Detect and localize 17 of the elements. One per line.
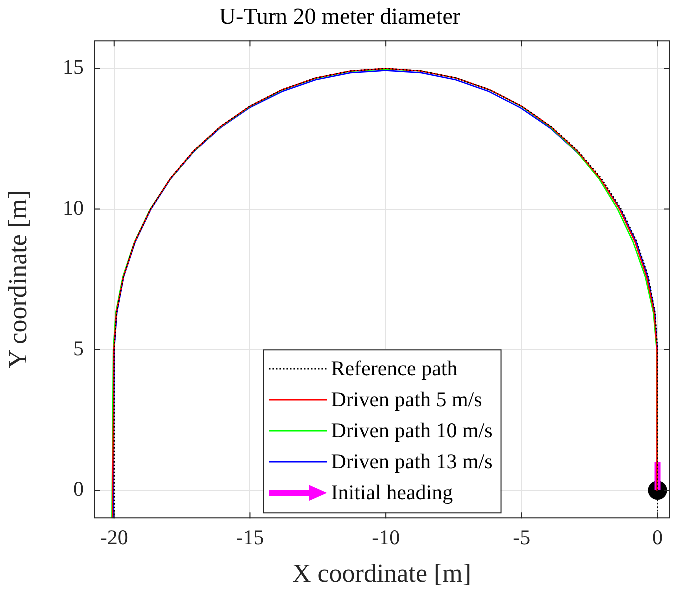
y-tick-label: 15 (63, 55, 84, 80)
x-tick-label: -20 (100, 526, 128, 550)
y-axis-title: Y coordinate [m] (3, 190, 32, 369)
y-tick-label: 5 (74, 336, 84, 360)
legend-label: Initial heading (331, 480, 454, 505)
x-tick-label: -5 (513, 526, 531, 550)
x-tick-label: 0 (652, 526, 664, 550)
x-tick-label: -15 (236, 526, 264, 550)
legend-label: Driven path 5 m/s (331, 388, 482, 412)
x-axis-title: X coordinate [m] (292, 559, 472, 588)
x-tick-label: -10 (372, 526, 400, 550)
legend-label: Reference path (331, 356, 458, 381)
chart-title: U-Turn 20 meter diameter (219, 4, 461, 29)
legend-label: Driven path 10 m/s (331, 418, 493, 443)
y-tick-label: 10 (63, 196, 84, 220)
y-tick-label: 0 (74, 477, 84, 501)
legend-label: Driven path 13 m/s (331, 450, 493, 474)
